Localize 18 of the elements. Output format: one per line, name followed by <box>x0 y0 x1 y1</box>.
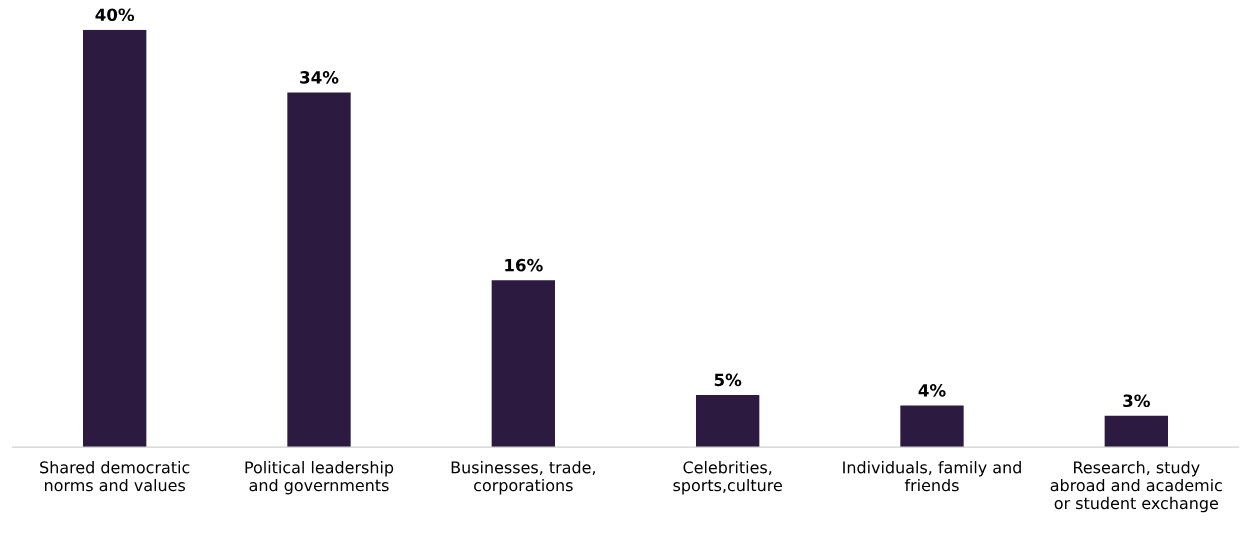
bar <box>83 29 147 448</box>
data-label: 3% <box>1123 394 1150 408</box>
x-tick-label: Celebrities, sports,culture <box>673 461 782 495</box>
x-tick-label: Individuals, family and friends <box>843 461 1021 492</box>
x-tick-label: Research, study abroad and academic or student exchange <box>1050 461 1222 513</box>
x-tick-label: Businesses, trade, corporations <box>451 461 595 495</box>
data-label: 4% <box>918 384 946 397</box>
x-tick-label: Shared democratic norms and values <box>40 461 190 492</box>
bar <box>491 280 556 448</box>
data-label: 5% <box>714 373 742 387</box>
data-label: 16% <box>505 258 543 272</box>
data-label: 34% <box>300 71 339 84</box>
bar <box>695 394 760 448</box>
bar <box>1104 415 1168 448</box>
bar <box>287 92 351 448</box>
x-tick-label: Political leadership and governments <box>245 461 394 495</box>
data-label: 40% <box>95 8 135 22</box>
bar <box>900 405 964 448</box>
